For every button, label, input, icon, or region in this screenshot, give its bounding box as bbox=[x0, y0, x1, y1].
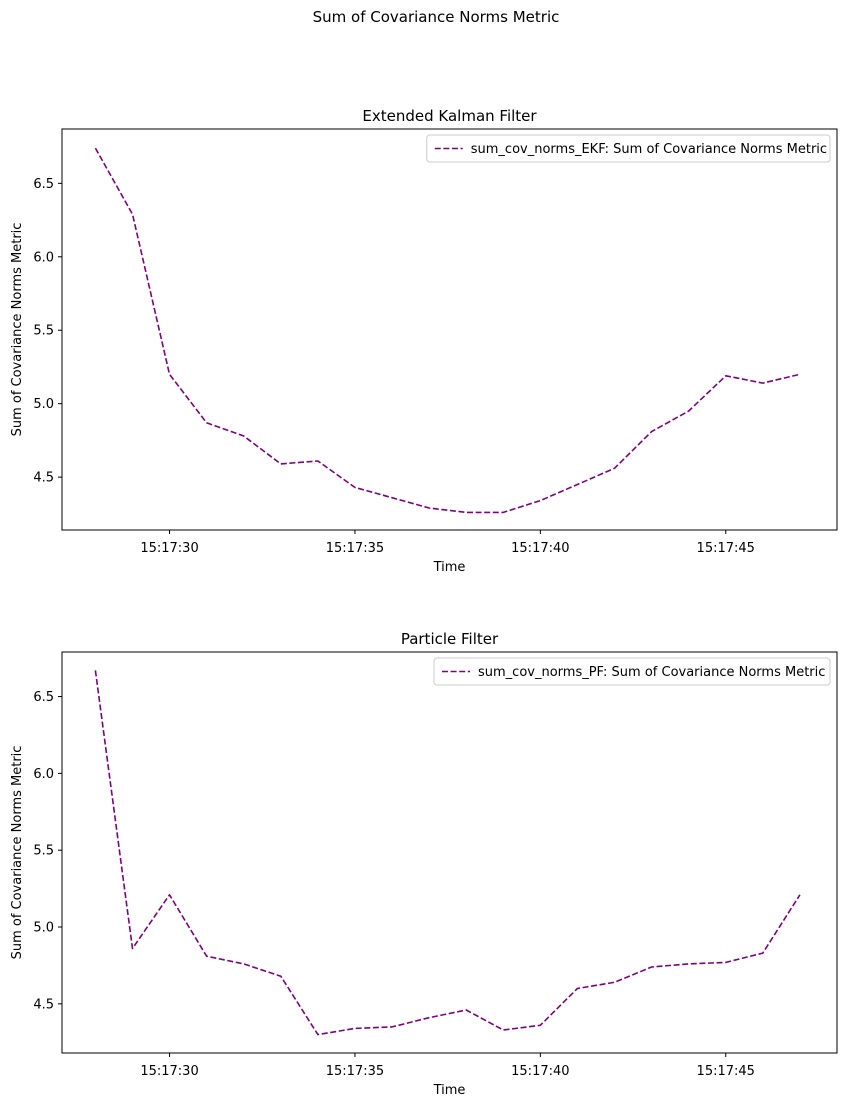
x-axis-label: Time bbox=[433, 560, 466, 575]
legend-label: sum_cov_norms_EKF: Sum of Covariance Nor… bbox=[471, 142, 827, 157]
series-line bbox=[94, 670, 801, 1036]
legend: sum_cov_norms_EKF: Sum of Covariance Nor… bbox=[426, 134, 831, 163]
x-tick-label: 15:17:35 bbox=[326, 1064, 384, 1079]
x-tick-label: 15:17:30 bbox=[140, 1064, 198, 1079]
chart-panel: Extended Kalman Filter 15:17:30 15:17:35 15… bbox=[10, 107, 838, 575]
y-axis-label: Sum of Covariance Norms Metric bbox=[10, 746, 25, 960]
y-axis-label: Sum of Covariance Norms Metric bbox=[10, 223, 25, 437]
x-axis-label: Time bbox=[433, 1083, 466, 1098]
plot-frame bbox=[61, 651, 838, 1054]
x-tick-label: 15:17:45 bbox=[697, 1064, 755, 1079]
plot-frame bbox=[61, 128, 838, 531]
y-tick-label: 5.0 bbox=[33, 921, 54, 936]
x-tick-label: 15:17:40 bbox=[511, 541, 569, 556]
x-tick-label: 15:17:30 bbox=[140, 541, 198, 556]
chart-panels: Extended Kalman Filter 15:17:30 15:17:35 15… bbox=[10, 107, 838, 1098]
y-tick-label: 4.5 bbox=[33, 471, 54, 486]
chart-title: Particle Filter bbox=[401, 630, 499, 648]
y-tick-label: 5.5 bbox=[33, 324, 54, 339]
legend-box bbox=[426, 134, 831, 163]
legend-box bbox=[433, 657, 831, 686]
y-tick-label: 4.5 bbox=[33, 997, 54, 1012]
chart-panel: Particle Filter 15:17:30 15:17:35 15:17:40 1… bbox=[10, 630, 838, 1098]
y-tick-label: 6.0 bbox=[33, 250, 54, 265]
y-tick-label: 5.5 bbox=[33, 844, 54, 859]
y-tick-label: 6.5 bbox=[33, 177, 54, 192]
x-tick-label: 15:17:45 bbox=[697, 541, 755, 556]
series-line bbox=[94, 147, 801, 514]
y-tick-label: 6.5 bbox=[33, 690, 54, 705]
legend-label: sum_cov_norms_PF: Sum of Covariance Norm… bbox=[478, 665, 825, 680]
figure-title: Sum of Covariance Norms Metric bbox=[313, 8, 560, 26]
x-tick-label: 15:17:40 bbox=[511, 1064, 569, 1079]
chart-title: Extended Kalman Filter bbox=[362, 107, 537, 125]
x-tick-label: 15:17:35 bbox=[326, 541, 384, 556]
y-tick-label: 6.0 bbox=[33, 767, 54, 782]
legend: sum_cov_norms_PF: Sum of Covariance Norm… bbox=[433, 657, 831, 686]
y-tick-label: 5.0 bbox=[33, 397, 54, 412]
